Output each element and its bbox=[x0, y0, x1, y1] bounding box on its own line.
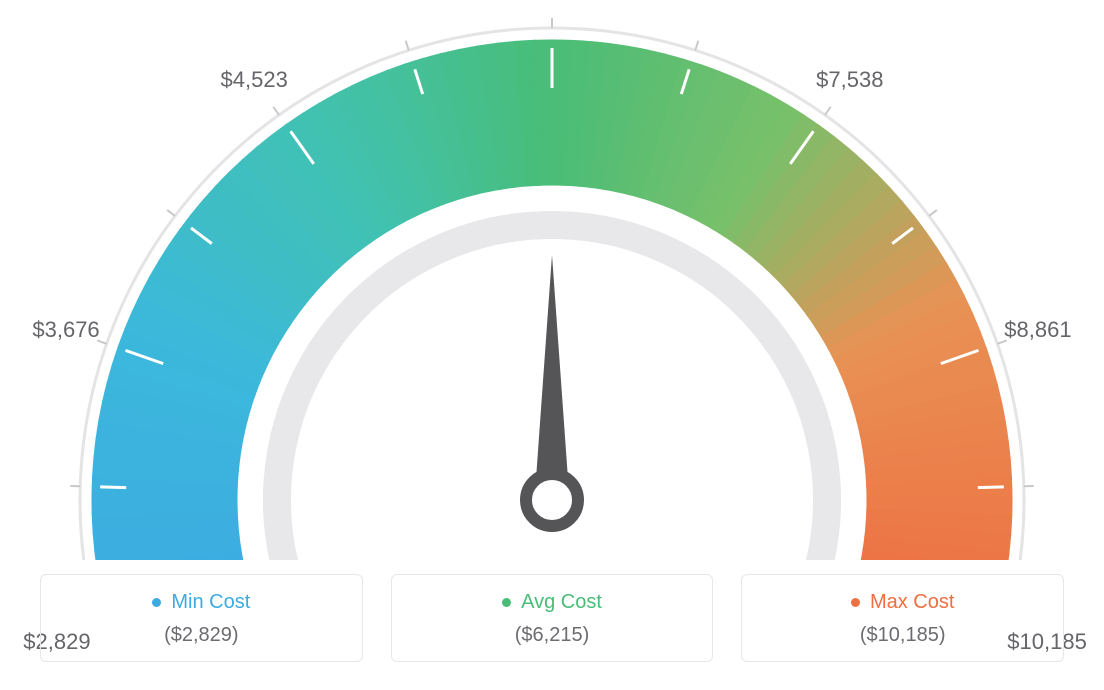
legend-title-label: Min Cost bbox=[171, 591, 250, 614]
gauge-tick-label: $3,676 bbox=[32, 317, 99, 343]
gauge-tick-label: $4,523 bbox=[221, 67, 288, 93]
dot-icon bbox=[152, 598, 161, 607]
dot-icon bbox=[851, 598, 860, 607]
legend-row: Min Cost ($2,829) Avg Cost ($6,215) Max … bbox=[40, 574, 1064, 662]
dot-icon bbox=[502, 598, 511, 607]
legend-title-min: Min Cost bbox=[152, 591, 250, 614]
legend-title-max: Max Cost bbox=[851, 591, 954, 614]
legend-card-max: Max Cost ($10,185) bbox=[741, 574, 1064, 662]
gauge-tick-label: $8,861 bbox=[1004, 317, 1071, 343]
legend-card-min: Min Cost ($2,829) bbox=[40, 574, 363, 662]
gauge-svg bbox=[0, 0, 1104, 560]
legend-value-min: ($2,829) bbox=[51, 624, 352, 647]
legend-value-avg: ($6,215) bbox=[402, 624, 703, 647]
gauge-tick-label: $7,538 bbox=[816, 67, 883, 93]
legend-title-label: Max Cost bbox=[870, 591, 954, 614]
legend-card-avg: Avg Cost ($6,215) bbox=[391, 574, 714, 662]
legend-title-avg: Avg Cost bbox=[502, 591, 602, 614]
chart-container: $2,829$3,676$4,523$6,215$7,538$8,861$10,… bbox=[0, 0, 1104, 690]
legend-title-label: Avg Cost bbox=[521, 591, 602, 614]
legend-value-max: ($10,185) bbox=[752, 624, 1053, 647]
gauge: $2,829$3,676$4,523$6,215$7,538$8,861$10,… bbox=[0, 0, 1104, 540]
